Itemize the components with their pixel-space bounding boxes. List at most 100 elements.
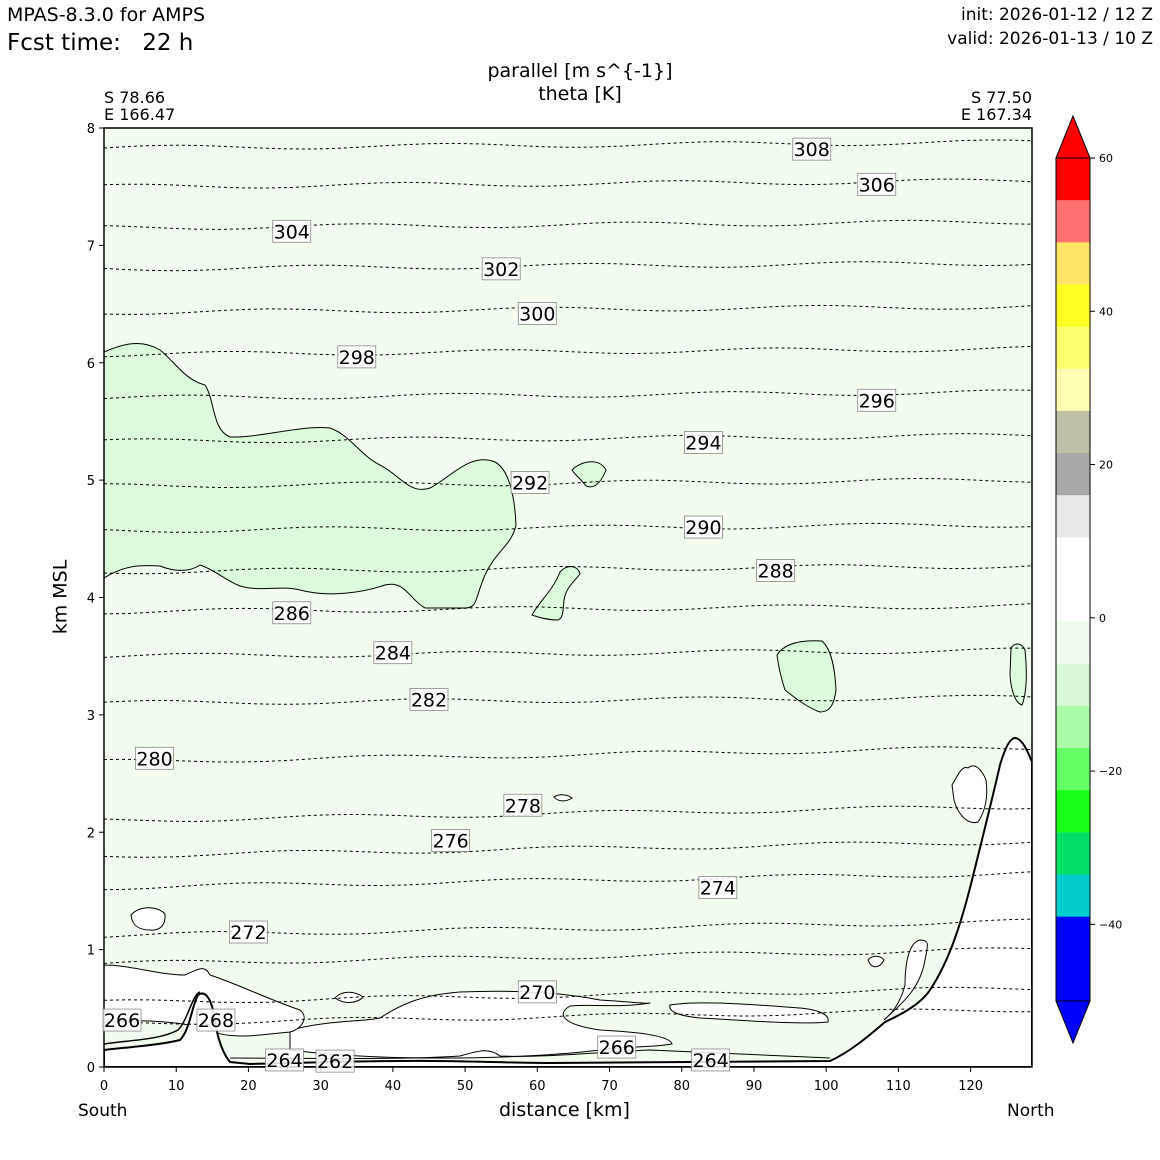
colorbar-bottom-arrow [1055,1000,1091,1045]
theta-contour [104,564,1032,575]
green-region-main [104,343,517,609]
chart-title-line2: theta [K] [538,83,622,105]
colorbar-segment [1056,621,1090,665]
theta-label-box [857,388,897,412]
theta-contour [104,694,1032,705]
y-tick-label: 1 [87,944,95,959]
colorbar-segment [1056,410,1090,454]
white-patch-a [951,765,988,824]
theta-contour [104,433,1032,444]
theta-contour [104,841,1032,858]
colorbar-tick-label: −20 [1099,765,1122,778]
theta-label-box [597,1035,637,1059]
theta-contour [104,746,1032,763]
x-tick-label: 0 [100,1079,108,1094]
theta-label-box [684,515,723,539]
theta-contour [104,261,1032,272]
theta-contour [104,918,1032,938]
theta-label: 296 [859,390,895,412]
x-tick-label: 50 [457,1079,474,1094]
forecast-time-value: 22 h [142,30,194,56]
green-region-d [776,640,837,713]
theta-contour [104,603,1032,615]
forecast-time: Fcst time: 22 h [7,30,193,56]
theta-label: 264 [266,1050,302,1072]
theta-label-box [517,302,557,325]
start-lat: S 78.66 [104,88,166,107]
y-tick-label: 0 [87,1061,95,1076]
end-point: S 77.50 E 167.34 [961,89,1032,123]
colorbar-tick-label: 0 [1099,612,1106,625]
terrain-lower-line [104,991,201,1045]
theta-label: 288 [757,561,793,583]
plot-area [104,128,1032,1067]
theta-contour [104,871,1032,891]
theta-label-box [481,257,521,281]
theta-contour [104,805,1032,822]
theta-contours [104,139,1032,1025]
theta-contour [104,1008,1032,1025]
theta-label-box [409,688,449,712]
theta-label: 278 [505,795,541,817]
end-lon: E 167.34 [960,105,1032,124]
white-patch-f [669,1002,829,1024]
colorbar-segment [1056,200,1090,243]
theta-label: 282 [411,690,447,712]
forecast-time-label: Fcst time: [7,30,121,56]
y-tick-label: 3 [87,709,95,724]
theta-label: 294 [685,433,721,455]
theta-label-box [315,1049,355,1073]
colorbar-segment [1056,537,1090,580]
green-region-b [571,461,607,488]
theta-label-box [503,793,543,817]
white-patch-g [289,990,673,1059]
colorbar-segment [1056,368,1090,412]
x-tick-label: 30 [312,1079,329,1094]
theta-label: 262 [317,1051,353,1073]
colorbar-segment [1056,663,1090,707]
x-tick-label: 60 [529,1079,546,1094]
colorbar-tick-label: 20 [1099,459,1113,472]
x-axis-label: distance [km] [499,1099,630,1121]
theta-contour [104,139,1032,150]
theta-contour [104,986,1032,1004]
valid-time: valid: 2026-01-13 / 10 Z [947,29,1153,49]
theta-label-box [756,559,796,582]
theta-label: 266 [599,1037,635,1059]
theta-label: 268 [198,1010,234,1032]
theta-label-box [857,172,897,196]
model-title: MPAS-8.3.0 for AMPS [7,4,206,26]
colorbar-segment [1056,453,1090,496]
theta-label-box [431,829,471,852]
theta-label-box [272,219,312,243]
colorbar-segment [1056,579,1090,623]
x-tick-label: 110 [886,1079,911,1094]
colorbar-segment [1056,326,1090,370]
theta-label: 302 [483,259,519,281]
theta-label: 272 [230,922,266,944]
end-lat: S 77.50 [970,88,1032,107]
colorbar-segment [1056,705,1090,749]
theta-label: 298 [339,347,375,369]
x-tick-label: 80 [673,1079,690,1094]
theta-contour [104,647,1032,658]
theta-label: 300 [519,303,555,325]
x-tick-label: 90 [746,1079,763,1094]
theta-label-box [272,601,312,625]
x-tick-label: 10 [168,1079,185,1094]
colorbar-segment [1056,790,1090,833]
theta-contour [104,477,1032,489]
theta-label: 290 [685,517,721,539]
theta-label-box [517,980,557,1004]
theta-label: 292 [512,472,548,494]
terrain [104,736,1032,1067]
green-region-e [1009,643,1027,706]
colorbar-segment [1056,874,1090,918]
theta-label: 264 [692,1050,728,1072]
theta-contour [104,522,1032,533]
colorbar-segment [1056,958,1090,1002]
theta-label: 286 [274,603,310,625]
white-patch-i [883,939,928,1021]
